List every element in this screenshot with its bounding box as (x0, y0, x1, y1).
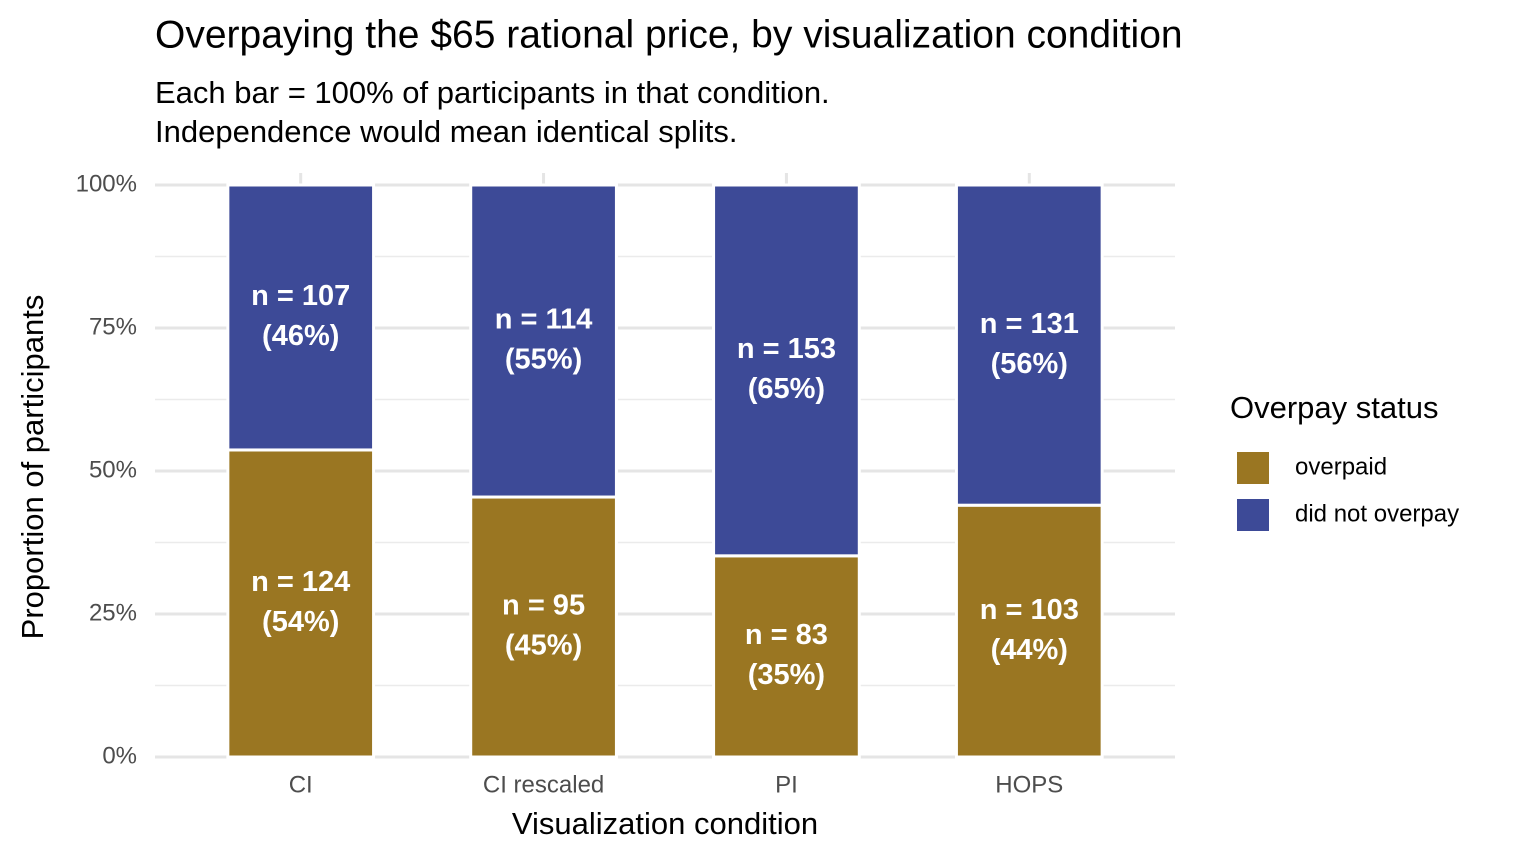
data-label: n = 124 (251, 566, 350, 598)
data-label: n = 83 (745, 619, 828, 651)
legend-label: overpaid (1295, 453, 1387, 480)
x-tick-label: CI rescaled (483, 771, 604, 798)
data-label: n = 131 (980, 308, 1079, 340)
data-label: n = 95 (502, 590, 585, 622)
legend-title: Overpay status (1230, 390, 1438, 425)
data-label: (55%) (505, 344, 582, 376)
bar-segment (954, 503, 1104, 759)
x-tick-label: CI (289, 771, 313, 798)
x-tick-label: PI (775, 771, 798, 798)
data-label: n = 103 (980, 594, 1079, 626)
data-label: (35%) (748, 659, 825, 691)
y-tick-label: 100% (76, 170, 137, 197)
y-tick-label: 25% (89, 599, 137, 626)
data-label: n = 114 (495, 304, 593, 336)
data-label: n = 153 (737, 333, 836, 365)
bar-segment (712, 554, 861, 759)
bar-segment (226, 183, 376, 452)
bar-segment (469, 183, 618, 499)
data-label: (65%) (748, 373, 825, 405)
y-tick-label: 0% (102, 742, 137, 769)
legend-key (1237, 452, 1269, 484)
legend-label: did not overpay (1295, 500, 1459, 527)
bar-segment (226, 448, 376, 759)
chart-subtitle: Each bar = 100% of participants in that … (155, 75, 830, 110)
bar-segment (954, 183, 1104, 507)
x-axis-title: Visualization condition (512, 806, 818, 841)
bar-segment (469, 495, 618, 759)
y-axis-title: Proportion of participants (15, 295, 50, 640)
x-tick-label: HOPS (995, 771, 1063, 798)
y-tick-label: 75% (89, 313, 137, 340)
data-label: (44%) (991, 634, 1068, 666)
chart-title: Overpaying the $65 rational price, by vi… (155, 13, 1183, 56)
chart-subtitle: Independence would mean identical splits… (155, 114, 738, 149)
bar-segment (712, 183, 861, 558)
data-label: (46%) (262, 320, 339, 352)
data-label: n = 107 (251, 280, 350, 312)
data-label: (45%) (505, 630, 582, 662)
data-label: (54%) (262, 606, 339, 638)
y-tick-label: 50% (89, 456, 137, 483)
data-label: (56%) (991, 348, 1068, 380)
legend-key (1237, 499, 1269, 531)
